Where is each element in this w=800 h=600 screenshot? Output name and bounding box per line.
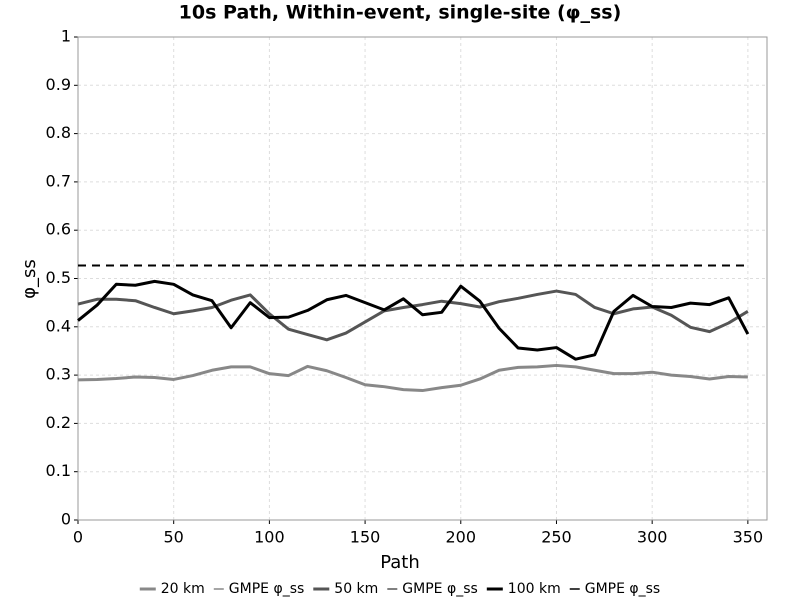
plot-frame <box>77 36 768 521</box>
y-tick-label: 0.7 <box>46 171 71 190</box>
x-tick-label: 150 <box>350 528 381 547</box>
legend-label: 50 km <box>334 581 378 597</box>
x-tick-label: 0 <box>73 528 83 547</box>
x-tick-label: 100 <box>254 528 285 547</box>
x-tick-label: 350 <box>733 528 764 547</box>
legend-label: GMPE φ_ss <box>585 581 661 597</box>
y-tick-label: 1 <box>61 27 71 46</box>
chart-title: 10s Path, Within-event, single-site (φ_s… <box>179 2 622 24</box>
y-tick-label: 0.6 <box>46 220 71 239</box>
series-line <box>77 279 750 361</box>
legend-label: GMPE φ_ss <box>402 581 478 597</box>
y-axis-label: φ_ss <box>19 259 40 299</box>
y-tick-label: 0.8 <box>46 123 71 142</box>
y-tick-label: 0.5 <box>46 268 71 287</box>
x-axis-label: Path <box>380 552 420 573</box>
legend-label: 100 km <box>508 581 561 597</box>
series-line <box>77 363 748 393</box>
y-tick-label: 0 <box>61 510 71 529</box>
y-tick-label: 0.2 <box>46 413 71 432</box>
y-tick-label: 0.3 <box>46 365 71 384</box>
x-tick-label: 50 <box>164 528 184 547</box>
y-tick-label: 0.4 <box>46 316 71 335</box>
x-tick-label: 300 <box>637 528 668 547</box>
legend-label: GMPE φ_ss <box>229 581 305 597</box>
y-tick-label: 0.1 <box>46 461 71 480</box>
y-tick-label: 0.9 <box>46 75 71 94</box>
x-tick-label: 250 <box>541 528 572 547</box>
x-tick-label: 200 <box>446 528 477 547</box>
legend: 20 km GMPE φ_ss 50 km GMPE φ_ss 100 km GMPE φ… <box>139 581 661 597</box>
legend-label: 20 km <box>161 581 205 597</box>
